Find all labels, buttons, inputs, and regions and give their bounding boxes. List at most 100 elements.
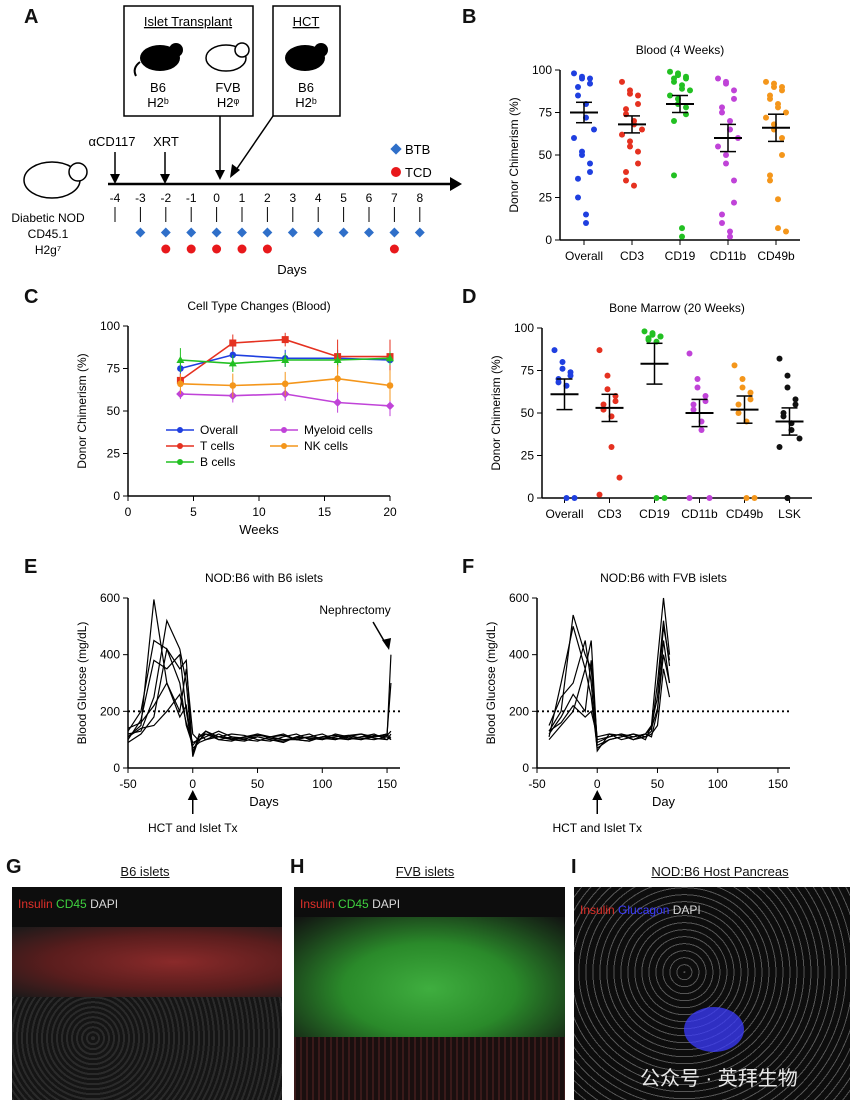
- data-point: [591, 126, 597, 133]
- data-point: [776, 355, 783, 362]
- y-axis-label: Donor Chimerism (%): [507, 97, 521, 212]
- data-point: [723, 80, 729, 87]
- data-point: [559, 359, 566, 365]
- panel-label-a: A: [24, 6, 39, 28]
- chart-blood-4wk: Blood (4 Weeks) 0 25 50 75 100 Donor Chimerism…: [507, 43, 800, 263]
- micrograph-b6-islets: Insulin CD45 DAPI: [12, 887, 282, 1100]
- y-tick-label: 400: [100, 648, 120, 662]
- data-point: [735, 410, 742, 416]
- data-point: [627, 143, 633, 150]
- timeline-day-label: 6: [366, 191, 373, 205]
- timeline-day-label: 4: [315, 191, 322, 205]
- x-tick-label: 150: [377, 777, 397, 791]
- data-point: [579, 152, 585, 158]
- btb-marker: [313, 227, 324, 238]
- mouse-b6-mhc: H2ᵇ: [147, 95, 169, 110]
- y-tick-label: 0: [527, 491, 534, 505]
- data-point: [583, 211, 589, 218]
- data-point: [657, 333, 664, 340]
- data-point: [784, 495, 791, 501]
- tcd-marker: [186, 244, 196, 254]
- x-tick-label: CD19: [665, 249, 696, 263]
- data-point: [604, 372, 611, 379]
- data-point: [555, 379, 562, 386]
- micrograph-fvb-islets: Insulin CD45 DAPI: [294, 887, 565, 1100]
- host-label-2: CD45.1: [28, 227, 69, 241]
- glucose-trace: [548, 640, 671, 753]
- chart-glucose-b6: NOD:B6 with B6 islets 0 200 400 600 Blood Glu…: [75, 571, 400, 835]
- data-point: [667, 92, 673, 99]
- data-point: [596, 491, 603, 498]
- data-point: [784, 384, 791, 391]
- data-point: [751, 495, 758, 501]
- y-tick-label: 100: [532, 63, 552, 77]
- x-tick-label: CD3: [620, 249, 644, 263]
- glucose-trace: [548, 654, 671, 741]
- x-tick-label: 100: [708, 777, 728, 791]
- data-point: [176, 356, 185, 363]
- data-point: [731, 177, 737, 184]
- data-point: [783, 228, 789, 235]
- data-point: [567, 372, 574, 379]
- data-point: [767, 177, 773, 184]
- data-point: [775, 225, 781, 232]
- y-axis-label: Blood Glucose (mg/dL): [484, 622, 498, 745]
- btb-marker: [287, 227, 298, 238]
- data-point: [776, 444, 783, 450]
- data-point: [731, 362, 738, 369]
- legend-label: T cells: [200, 439, 234, 453]
- data-point: [600, 401, 607, 408]
- data-point: [715, 143, 721, 150]
- xrt-label: XRT: [153, 134, 179, 149]
- tcd-marker: [262, 244, 272, 254]
- panel-label-g: G: [6, 856, 22, 878]
- data-point: [731, 87, 737, 94]
- hct-arrow-head: [592, 790, 603, 800]
- data-point: [698, 427, 705, 433]
- panel-label-h: H: [290, 856, 305, 878]
- data-point: [686, 350, 693, 357]
- panel-label-e: E: [24, 556, 38, 578]
- legend-marker: [177, 443, 183, 449]
- data-point: [731, 199, 737, 206]
- glucose-trace: [127, 653, 392, 753]
- data-point: [575, 194, 581, 201]
- data-point: [635, 160, 641, 167]
- timeline-day-label: 3: [289, 191, 296, 205]
- y-tick-label: 0: [545, 233, 552, 247]
- data-point: [623, 177, 629, 184]
- data-point: [587, 80, 593, 87]
- timeline-day-label: 1: [239, 191, 246, 205]
- data-point: [563, 495, 570, 501]
- data-point: [727, 233, 733, 240]
- data-point: [635, 101, 641, 107]
- data-point: [719, 104, 725, 111]
- data-point: [587, 160, 593, 167]
- data-point: [679, 85, 685, 92]
- data-point: [694, 376, 701, 382]
- data-point: [719, 109, 725, 116]
- tcd-marker: [389, 244, 399, 254]
- y-tick-label: 50: [107, 404, 121, 418]
- x-tick-label: 0: [125, 505, 132, 519]
- data-point: [792, 401, 799, 408]
- micro-g-legend-cd45: CD45: [56, 897, 87, 911]
- data-point: [690, 401, 697, 408]
- legend-label: NK cells: [304, 439, 348, 453]
- legend-marker: [281, 443, 287, 449]
- micro-g-legend-dapi: DAPI: [90, 897, 119, 911]
- btb-marker: [364, 227, 374, 238]
- hct-box-title: HCT: [293, 14, 320, 29]
- data-point: [604, 386, 611, 393]
- tcd-marker: [237, 244, 247, 254]
- y-tick-label: 25: [521, 449, 535, 463]
- data-point: [333, 398, 342, 407]
- data-point: [575, 175, 581, 182]
- glucose-trace: [127, 681, 392, 750]
- data-point: [281, 356, 290, 363]
- legend-marker: [281, 427, 287, 433]
- data-point: [739, 376, 746, 382]
- hct-donor-mouse-icon: [285, 43, 328, 71]
- x-tick-label: 20: [383, 505, 397, 519]
- data-point: [571, 135, 577, 141]
